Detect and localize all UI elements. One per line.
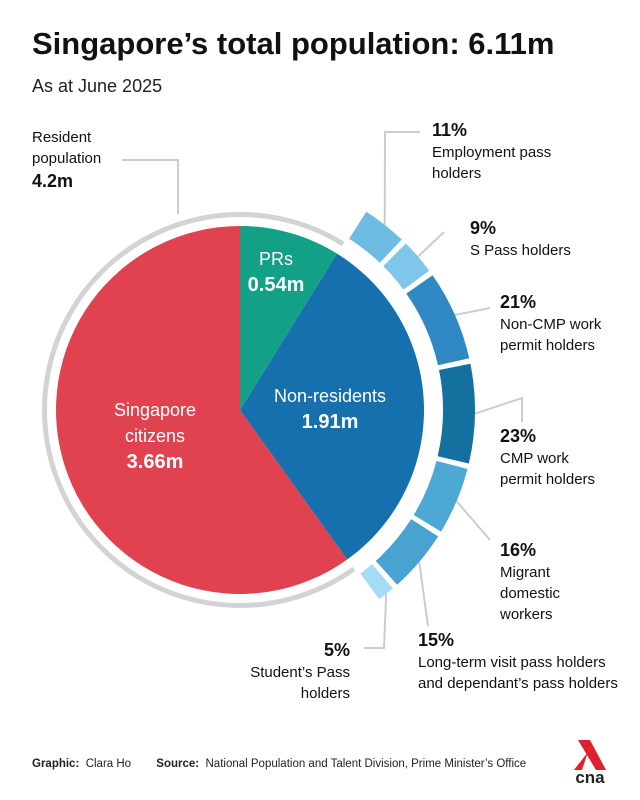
breakdown-segment	[437, 363, 476, 464]
logo-mark	[574, 740, 606, 770]
breakdown-segment	[383, 243, 430, 290]
breakdown-label: 9% S Pass holders	[470, 216, 610, 261]
footer-text: National Population and Talent Division,…	[205, 758, 527, 770]
breakdown-value: 5%	[323, 640, 350, 660]
breakdown-name: S Pass holders	[470, 242, 571, 259]
breakdown-segment	[406, 275, 470, 366]
logo: cna	[575, 768, 605, 787]
breakdown-label: 21% Non-CMP work permit holders	[500, 290, 610, 356]
leader-line	[474, 396, 523, 422]
breakdown-name: Non-CMP work permit holders	[500, 316, 602, 354]
breakdown-label: 23% CMP work permit holders	[500, 424, 610, 490]
footer: Graphic: Clara Ho Source: National Popul…	[32, 758, 526, 770]
chart-subtitle: As at June 2025	[32, 76, 163, 96]
leader-line	[418, 561, 429, 627]
group-value: 4.2m	[32, 171, 74, 191]
slice-name: Non-residents	[273, 386, 387, 406]
breakdown-label: 11% Employment pass holders	[432, 118, 592, 184]
pie-slice	[240, 253, 425, 560]
breakdown-name: CMP work permit holders	[500, 450, 596, 488]
breakdown-name: Migrant domestic workers	[500, 564, 561, 623]
footer-label: Graphic:	[32, 758, 80, 770]
slice-value: 0.54m	[247, 274, 305, 296]
footer-label: Source:	[156, 758, 200, 770]
breakdown-value: 11%	[432, 120, 468, 140]
breakdown-value: 23%	[500, 426, 537, 446]
chart-title: Singapore’s total population: 6.11m	[32, 26, 555, 61]
leader-line	[417, 231, 445, 258]
leader-line	[122, 159, 179, 214]
breakdown-name: Employment pass holders	[432, 144, 552, 182]
leader-line	[364, 593, 388, 649]
leader-line	[383, 131, 420, 225]
slice-value: 1.91m	[301, 411, 359, 433]
pie-slice	[56, 226, 348, 594]
pie-slice	[240, 226, 338, 410]
slice-label: PRs 0.54m	[206, 246, 346, 298]
breakdown-segment	[413, 460, 468, 532]
breakdown-name: Long-term visit pass holders and dependa…	[418, 654, 618, 692]
slice-name: Singapore citizens	[113, 400, 197, 446]
slice-value: 3.66m	[126, 451, 184, 473]
group-label: Resident population	[32, 129, 102, 167]
slice-name: PRs	[258, 249, 293, 269]
breakdown-value: 15%	[418, 630, 455, 650]
slice-label: Non-residents 1.91m	[260, 383, 400, 435]
breakdown-segment	[375, 519, 439, 585]
breakdown-label: 16% Migrant domestic workers	[500, 538, 610, 625]
group-annotation: Resident population 4.2m	[32, 127, 132, 193]
leader-line	[454, 307, 491, 316]
breakdown-value: 21%	[500, 292, 537, 312]
slice-label: Singapore citizens 3.66m	[100, 397, 210, 475]
breakdown-label: 15% Long-term visit pass holders and depe…	[418, 628, 628, 694]
leader-line	[455, 500, 491, 541]
footer-text: Clara Ho	[85, 758, 132, 770]
breakdown-segment	[360, 564, 393, 600]
breakdown-value: 9%	[470, 218, 497, 238]
breakdown-segment	[349, 211, 402, 263]
breakdown-name: Student’s Pass holders	[250, 664, 350, 702]
breakdown-label: 5% Student’s Pass holders	[200, 638, 350, 704]
breakdown-value: 16%	[500, 540, 537, 560]
